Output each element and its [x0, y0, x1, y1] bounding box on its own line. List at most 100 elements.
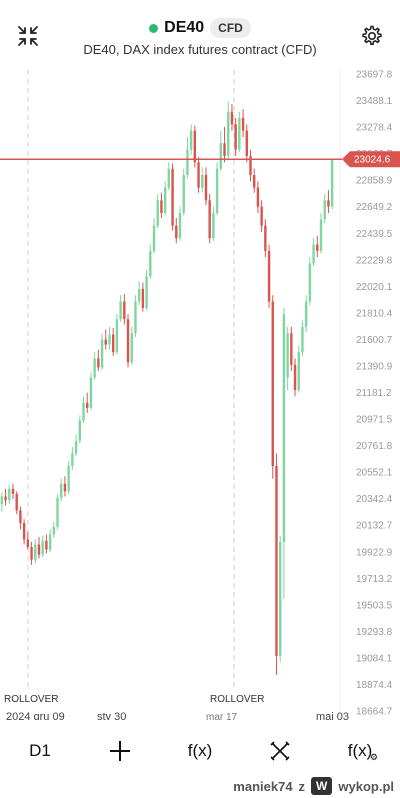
collapse-arrows-icon[interactable]	[14, 22, 42, 50]
candle-body	[278, 542, 282, 656]
candle-body	[193, 130, 197, 163]
y-axis-tick-label: 22439.5	[356, 229, 393, 240]
candle-body	[256, 187, 260, 207]
crosshair-plus-icon[interactable]	[90, 731, 150, 771]
x-axis-date-label: mar 17	[206, 712, 238, 720]
candle-body	[260, 206, 263, 226]
candle-body	[234, 124, 237, 150]
candle-body	[78, 420, 81, 441]
candle-body	[253, 174, 256, 188]
chart-toolbar: D1 f(x) f(x) ⚙	[0, 722, 400, 780]
instrument-description: DE40, DAX index futures contract (CFD)	[83, 42, 317, 57]
x-axis-date-label: 2024 gru 09	[6, 711, 65, 720]
candle-body	[286, 333, 289, 378]
y-axis-tick-label: 20761.8	[356, 441, 393, 452]
y-axis-tick-label: 21390.9	[356, 361, 393, 372]
candle-body	[293, 364, 297, 391]
rollover-annotation: ROLLOVER	[4, 694, 58, 705]
y-axis-tick-label: 23488.1	[356, 96, 393, 107]
y-axis-tick-label: 19713.2	[356, 574, 393, 585]
y-axis-tick-label: 23697.8	[356, 70, 393, 81]
y-axis-tick-label: 22649.2	[356, 202, 393, 213]
candle-body	[15, 493, 18, 511]
y-axis-tick-label: 18664.7	[356, 707, 393, 718]
y-axis-tick-label: 22020.1	[356, 282, 393, 293]
candle-body	[245, 130, 248, 156]
candle-body	[186, 149, 189, 175]
price-chart[interactable]: 23697.823488.123278.423068.722858.922649…	[0, 70, 400, 720]
y-axis-tick-label: 20132.7	[356, 521, 393, 532]
y-axis-tick-label: 19293.8	[356, 627, 393, 638]
x-axis-date-label: sty 30	[97, 711, 126, 720]
candle-body	[60, 483, 63, 498]
candle-body	[137, 288, 141, 302]
indicator-settings-button[interactable]: f(x) ⚙	[330, 731, 390, 771]
candle-body	[197, 162, 200, 188]
candle-body	[304, 301, 308, 327]
candle-body	[100, 339, 104, 368]
candle-body	[238, 118, 241, 150]
candle-body	[115, 319, 119, 353]
candle-body	[204, 174, 208, 201]
candle-body	[175, 225, 178, 239]
gear-icon[interactable]	[358, 22, 386, 50]
x-axis-date-label: maj 03	[316, 711, 349, 720]
candle-body	[82, 402, 85, 421]
small-gear-icon: ⚙	[369, 752, 378, 762]
candle-body	[249, 155, 252, 175]
candle-body	[134, 301, 137, 334]
candle-body	[219, 143, 223, 169]
symbol-label: DE40	[164, 19, 205, 36]
candle-body	[145, 276, 148, 308]
candle-body	[108, 334, 111, 345]
candle-body	[86, 402, 89, 408]
instrument-title[interactable]: DE40 CFD	[0, 18, 400, 38]
candle-body	[19, 510, 22, 524]
candle-body	[275, 466, 278, 656]
candle-body	[227, 111, 230, 156]
candle-body	[271, 301, 274, 467]
candle-body	[167, 168, 171, 188]
candle-body	[4, 496, 7, 501]
candle-body	[67, 466, 70, 492]
candle-body	[149, 250, 152, 277]
chart-header: DE40 CFD DE40, DAX index futures contrac…	[0, 0, 400, 70]
y-axis-tick-label: 20342.4	[356, 494, 393, 505]
candle-body	[319, 219, 323, 251]
candle-body	[26, 539, 30, 548]
candle-body	[74, 440, 78, 454]
candle-body	[152, 225, 156, 251]
drawing-tools-icon[interactable]	[250, 731, 310, 771]
watermark-user: maniek74	[233, 778, 293, 794]
candle-body	[123, 301, 126, 320]
instrument-type-badge: CFD	[210, 18, 251, 38]
candle-body	[119, 301, 122, 320]
candle-body	[327, 200, 330, 207]
candle-body	[97, 358, 100, 368]
y-axis-tick-label: 22858.9	[356, 176, 393, 187]
y-axis-tick-label: 23278.4	[356, 123, 393, 134]
candle-body	[89, 377, 93, 408]
y-axis-tick-label: 21181.2	[356, 388, 392, 399]
candle-body	[301, 326, 304, 353]
indicators-button[interactable]: f(x)	[187, 741, 213, 760]
candle-body	[208, 200, 211, 239]
candle-body	[223, 143, 226, 156]
y-axis-tick-label: 20971.5	[356, 415, 393, 426]
candle-body	[264, 225, 267, 251]
interval-button[interactable]: D1	[29, 741, 51, 760]
candle-body	[282, 314, 286, 543]
current-price-tag	[342, 151, 400, 168]
candle-body	[189, 130, 193, 150]
candle-body	[141, 288, 145, 308]
indicator-settings-label: f(x)	[347, 741, 373, 760]
candle-body	[215, 168, 219, 213]
status-dot	[149, 23, 159, 33]
candle-body	[297, 352, 300, 391]
candle-body	[267, 250, 271, 302]
candle-body	[30, 547, 33, 560]
candle-body	[111, 334, 115, 353]
candle-body	[171, 168, 174, 226]
y-axis-tick-label: 20552.1	[356, 468, 393, 479]
candle-body	[160, 200, 163, 213]
